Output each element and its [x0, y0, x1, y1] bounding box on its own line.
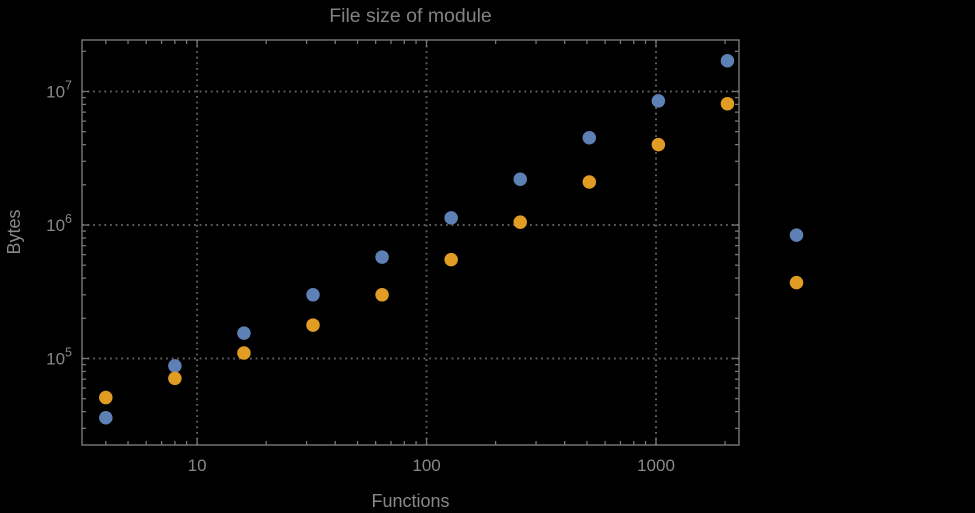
gridlines [82, 40, 739, 445]
y-tick-label: 107 [46, 78, 72, 101]
axis-ticks [82, 40, 739, 445]
data-point [513, 172, 527, 187]
y-tick-label: 105 [46, 346, 72, 369]
data-point [306, 318, 320, 332]
data-point [168, 371, 182, 386]
data-point [375, 250, 389, 264]
data-point [651, 137, 666, 152]
data-point [444, 211, 458, 225]
plot-frame [81, 39, 740, 446]
y-axis-label: Bytes [4, 209, 24, 254]
data-point [99, 390, 113, 405]
data-point [720, 53, 735, 68]
x-tick-label: 10 [188, 456, 207, 475]
y-tick-labels: 105 106 107 [46, 78, 72, 368]
data-point [444, 252, 458, 267]
data-points [99, 53, 804, 425]
data-point [237, 346, 251, 360]
data-point [720, 96, 735, 111]
x-tick-label: 1000 [637, 456, 675, 475]
series-blue [99, 53, 804, 425]
y-tick-label: 106 [46, 212, 72, 235]
data-point [789, 228, 804, 242]
data-point [582, 175, 597, 189]
data-point [306, 288, 320, 302]
x-axis-label: Functions [371, 491, 449, 511]
data-point [375, 288, 389, 302]
x-tick-label: 100 [412, 456, 440, 475]
data-point [789, 275, 804, 290]
data-point [651, 94, 666, 108]
data-point [582, 131, 597, 145]
data-point [513, 215, 527, 229]
data-point [237, 326, 251, 340]
data-point [168, 359, 182, 373]
x-tick-labels: 10 100 1000 [188, 456, 675, 475]
data-point [99, 410, 113, 425]
chart-title: File size of module [329, 5, 492, 27]
series-orange [99, 96, 804, 405]
